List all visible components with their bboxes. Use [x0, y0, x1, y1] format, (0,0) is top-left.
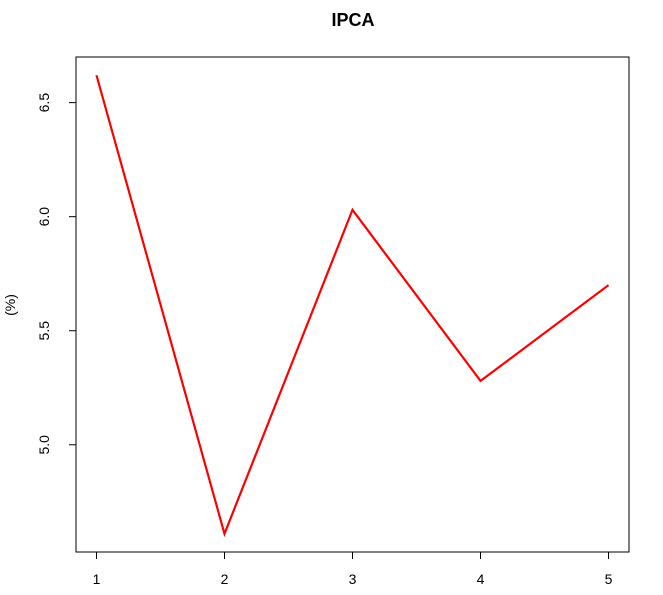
x-tick-label: 1	[93, 571, 101, 587]
y-axis-label: (%)	[2, 294, 18, 316]
y-tick-label: 5.5	[36, 321, 52, 341]
x-tick-label: 4	[477, 571, 485, 587]
plot-box	[75, 56, 630, 553]
y-tick-label: 6.5	[36, 93, 52, 113]
x-tick-label: 3	[349, 571, 357, 587]
x-axis: 1 2 3 4 5	[93, 551, 613, 587]
y-tick-label: 5.0	[36, 435, 52, 455]
y-axis: 5.0 5.5 6.0 6.5	[36, 93, 77, 455]
series-layer	[95, 74, 610, 538]
x-tick-label: 2	[221, 571, 229, 587]
x-tick-label: 5	[605, 571, 613, 587]
chart-title: IPCA	[331, 10, 374, 30]
series-line	[95, 74, 610, 538]
y-tick-label: 6.0	[36, 207, 52, 227]
